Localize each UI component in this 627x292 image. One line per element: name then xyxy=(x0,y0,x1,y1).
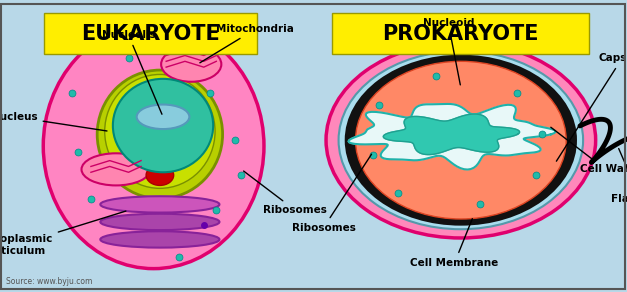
Polygon shape xyxy=(349,104,556,170)
Ellipse shape xyxy=(97,70,223,199)
Text: Cell Wall: Cell Wall xyxy=(551,127,627,174)
Ellipse shape xyxy=(105,74,215,188)
Ellipse shape xyxy=(100,214,219,230)
Text: Mitochondria: Mitochondria xyxy=(200,24,294,63)
Ellipse shape xyxy=(339,51,583,229)
Ellipse shape xyxy=(356,61,566,219)
Circle shape xyxy=(137,105,189,129)
Ellipse shape xyxy=(100,231,219,248)
Text: Cell Membrane: Cell Membrane xyxy=(411,219,498,268)
FancyBboxPatch shape xyxy=(44,13,257,54)
Ellipse shape xyxy=(161,47,221,82)
Text: Nucleolis: Nucleolis xyxy=(102,30,162,114)
Text: EUKARYOTE: EUKARYOTE xyxy=(81,24,220,44)
FancyBboxPatch shape xyxy=(332,13,589,54)
Text: Nucleus: Nucleus xyxy=(0,112,107,131)
Ellipse shape xyxy=(100,196,219,213)
Ellipse shape xyxy=(113,79,213,172)
Text: Capsule: Capsule xyxy=(556,53,627,161)
Text: Nucleoid: Nucleoid xyxy=(423,18,474,85)
Text: Ribosomes: Ribosomes xyxy=(292,154,372,233)
Ellipse shape xyxy=(43,23,264,269)
Ellipse shape xyxy=(146,165,174,185)
Ellipse shape xyxy=(346,56,576,224)
Text: Ribosomes: Ribosomes xyxy=(244,171,327,215)
Ellipse shape xyxy=(326,42,596,238)
Text: Flagellum: Flagellum xyxy=(611,149,627,204)
Text: PROKARYOTE: PROKARYOTE xyxy=(382,24,539,44)
Text: Endoplasmic
Reticulum: Endoplasmic Reticulum xyxy=(0,211,126,256)
Text: Source: www.byju.com: Source: www.byju.com xyxy=(6,277,93,286)
Ellipse shape xyxy=(82,153,150,185)
Polygon shape xyxy=(383,114,520,154)
